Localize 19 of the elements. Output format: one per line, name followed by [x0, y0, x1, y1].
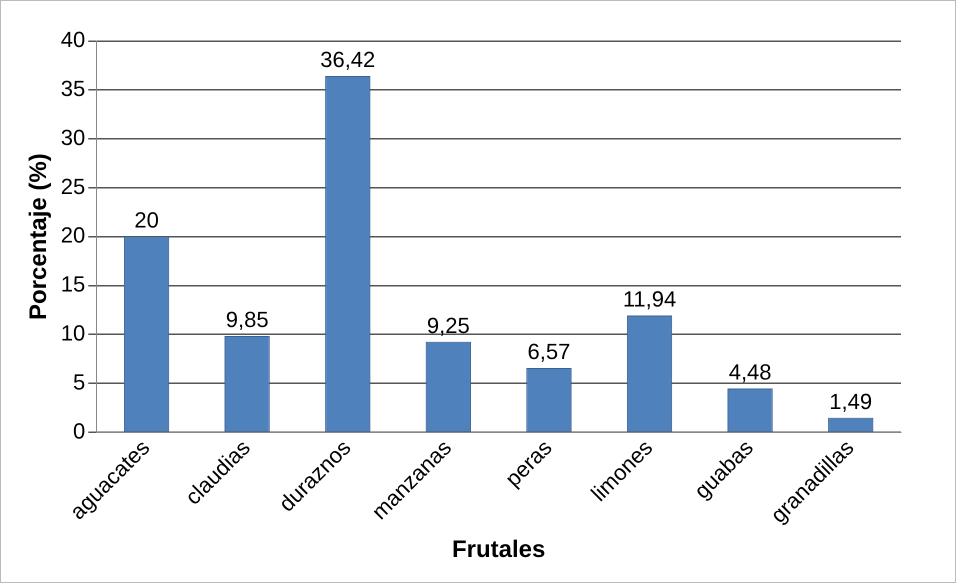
y-tick-label: 15 [60, 272, 86, 297]
data-label: 6,57 [528, 339, 570, 364]
y-tick-label: 5 [73, 369, 86, 394]
data-label: 9,85 [226, 307, 269, 332]
data-label: 1,49 [829, 388, 872, 414]
y-tick-label: 0 [73, 418, 86, 444]
y-tick-label: 30 [60, 124, 86, 150]
y-tick-label: 20 [60, 222, 86, 248]
y-tick-label: 35 [60, 76, 86, 101]
data-label: 9,25 [426, 312, 470, 338]
y-axis-title: Porcentaje (%) [25, 153, 52, 320]
data-label: 36,42 [320, 47, 376, 72]
data-label: 11,94 [622, 286, 676, 312]
data-label: 20 [134, 208, 159, 233]
y-tick-label: 40 [60, 27, 86, 52]
y-tick-label: 25 [60, 174, 86, 199]
y-tick-label: 10 [60, 320, 86, 346]
x-axis-title: Frutales [452, 536, 546, 564]
data-label: 4,48 [728, 360, 772, 385]
